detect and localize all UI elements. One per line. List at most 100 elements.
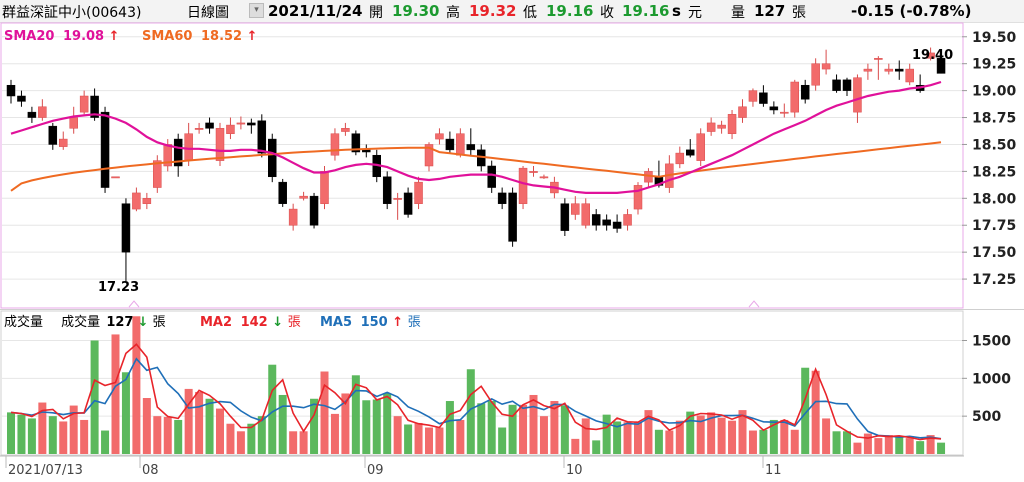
price-axis: 17.25 17.50 17.75 18.00 18.25 18.50 18.75 19.00…: [962, 30, 1017, 288]
volume-bar: [132, 316, 141, 454]
volume-bars: [7, 316, 946, 454]
volume-bar: [69, 405, 78, 454]
candle-body: [602, 219, 611, 226]
volume-bar: [707, 412, 716, 454]
price-tick-label: 18.25: [972, 164, 1016, 180]
volume-bar: [101, 430, 110, 454]
volume-bar: [163, 416, 172, 454]
candle-body: [100, 111, 110, 188]
candle-body: [466, 144, 476, 151]
chart-type-label: 日線圖: [187, 5, 229, 21]
volume-bar: [383, 393, 392, 454]
volume-bar: [937, 442, 946, 454]
volume-bar: [17, 414, 26, 454]
candle-body: [926, 52, 935, 59]
volume-bar: [445, 401, 454, 454]
candle-body: [508, 192, 517, 242]
price-tick-label: 18.75: [972, 111, 1016, 127]
candle-body: [832, 79, 841, 91]
volume-bar: [822, 418, 831, 454]
volume-bar: [874, 438, 883, 454]
candle-body: [759, 92, 768, 104]
ma5-line: [10, 357, 942, 440]
volume-bar: [654, 429, 663, 454]
price-tick-label: 19.25: [972, 57, 1016, 73]
ma5-unit: 張: [408, 315, 421, 330]
candle-body: [769, 106, 779, 111]
volume-tick-label: 1500: [972, 333, 1011, 349]
volume-bar: [48, 416, 57, 454]
volume-bar: [759, 429, 768, 454]
candle-body: [6, 84, 16, 97]
volume-bar: [320, 371, 329, 454]
volume-bar: [644, 410, 653, 454]
volume-bar: [38, 402, 47, 454]
sma20-line: [10, 80, 942, 194]
volume-tick-label: 1000: [972, 371, 1011, 387]
candle-body: [79, 95, 89, 113]
candle-body: [257, 120, 267, 154]
date-axis: 2021/07/13 08 09 10 11: [0, 455, 964, 478]
volume-bar: [487, 401, 496, 454]
volume-bar: [142, 398, 151, 454]
ma5-legend: MA5 150 ↑ 張: [320, 315, 421, 330]
sma20-label: SMA20: [4, 29, 54, 44]
ma2-unit: 張: [288, 315, 301, 330]
volume-bar: [623, 422, 632, 454]
volume-arrow-icon: ↓: [138, 315, 149, 330]
candle-body: [278, 181, 287, 204]
candle-body: [539, 176, 549, 179]
candlestick-series: [6, 47, 946, 282]
candle-body: [414, 181, 423, 204]
volume-title: 成交量: [4, 314, 43, 330]
candle-body: [48, 125, 58, 145]
volume-bar: [195, 391, 204, 454]
open-label: 開: [369, 5, 383, 21]
sma20-legend: SMA20 19.08 ↑: [4, 29, 120, 44]
candle-body: [236, 122, 246, 125]
candle-body: [800, 84, 810, 100]
stock-chart[interactable]: 17.25 17.50 17.75 18.00 18.25 18.50 18.75 19.00…: [0, 22, 1024, 482]
chart-type-dropdown-icon[interactable]: ▾: [249, 3, 264, 18]
low-label: 低: [523, 5, 537, 21]
candle-body: [790, 81, 799, 113]
ma2-label: MA2: [200, 315, 232, 330]
ma5-value: 150: [361, 315, 388, 330]
candle-body: [842, 79, 852, 91]
volume-bar: [717, 417, 726, 454]
price-grid: [2, 36, 962, 280]
candle-body: [874, 58, 883, 60]
candle-body: [362, 149, 371, 153]
candle-body: [382, 176, 392, 204]
candle-body: [738, 106, 747, 118]
candle-body: [17, 95, 26, 102]
open-value: 19.30: [392, 2, 440, 20]
volume-bar: [456, 419, 465, 454]
volume-legend-value: 127: [106, 315, 133, 330]
ma5-label: MA5: [320, 315, 352, 330]
volume-legend-unit: 張: [153, 315, 166, 330]
candle-body: [905, 68, 914, 83]
volume-bar: [404, 424, 413, 454]
candle-body: [320, 171, 329, 204]
volume-bar: [59, 421, 68, 454]
volume-bar: [508, 404, 517, 454]
volume-bar: [560, 405, 569, 454]
candle-body: [518, 167, 528, 204]
max-price-label: 19.40: [912, 48, 953, 63]
candle-body: [142, 198, 152, 204]
candle-body: [205, 122, 214, 129]
candle-body: [591, 214, 601, 226]
candle-body: [111, 176, 120, 179]
volume-bar: [843, 431, 851, 454]
close-value: 19.16: [622, 2, 670, 20]
ma2-value: 142: [241, 315, 268, 330]
date-tick-label: 08: [142, 463, 159, 478]
volume-bar: [393, 416, 402, 454]
volume-bar: [351, 375, 360, 454]
volume-bar: [121, 372, 130, 454]
volume-bar: [811, 370, 820, 454]
candle-body: [675, 152, 685, 165]
close-label: 收: [600, 5, 614, 21]
volume-bar: [278, 394, 287, 454]
